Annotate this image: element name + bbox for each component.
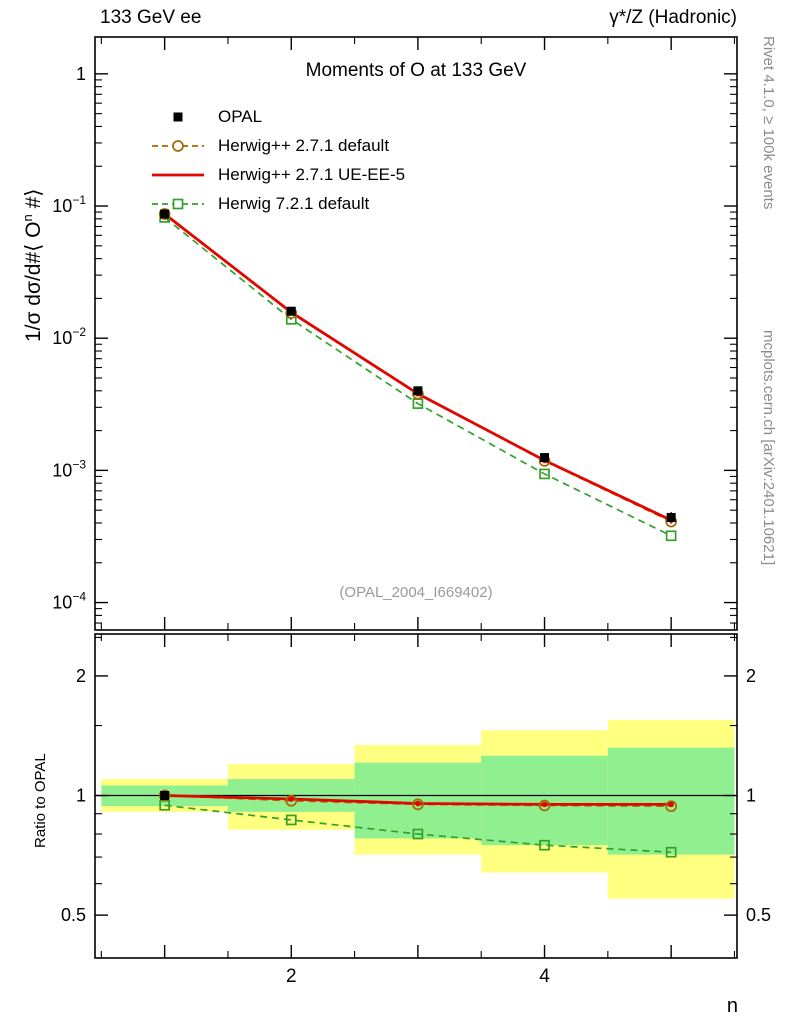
marker-herwigpp-default (285, 794, 298, 807)
marker-herwigpp-default (412, 798, 424, 811)
main-y-tick-label: 10−3 (52, 457, 86, 480)
ratio-panel-frame (94, 633, 738, 959)
process-label: γ*/Z (Hadronic) (609, 7, 737, 28)
plot-title: Moments of O at 133 GeV (305, 60, 527, 81)
ratio-y-tick-label-right: 0.5 (746, 905, 771, 925)
beam-energy-label: 133 GeV ee (100, 7, 202, 28)
ratio-y-tick-label: 1 (76, 786, 86, 806)
y-axis-label-prefix: 1/σ dσ/d#⟨ O (22, 221, 45, 342)
marker-opal (160, 791, 170, 801)
marker-opal (160, 209, 170, 219)
x-axis-label: n (726, 995, 738, 1017)
marker-opal (666, 513, 676, 523)
y-axis-label-suffix: #⟩ (22, 188, 45, 215)
ratio-y-tick-label-right: 1 (746, 786, 756, 806)
legend-item-opal: OPAL (150, 102, 405, 131)
main-y-tick-label: 1 (76, 64, 86, 84)
legend-label-opal: OPAL (218, 106, 263, 126)
x-tick-label: 2 (286, 966, 297, 987)
series-line-herwig7-default (164, 216, 672, 537)
legend-item-herwigpp-default: Herwig++ 2.7.1 default (150, 131, 405, 160)
legend-marker-herwigpp-default (150, 137, 206, 155)
legend-marker-herwigpp-ueee5 (150, 166, 206, 184)
marker-herwig7-default (539, 468, 550, 480)
legend: OPAL Herwig++ 2.7.1 default Herwig++ 2.7… (150, 102, 405, 218)
x-tick-label: 4 (539, 966, 550, 987)
marker-herwigpp-ueee5 (288, 796, 295, 802)
ratio-y-tick-label: 0.5 (61, 905, 86, 925)
marker-herwigpp-ueee5 (668, 801, 674, 808)
legend-item-herwig7-default: Herwig 7.2.1 default (150, 189, 405, 218)
marker-herwig7-default (665, 530, 677, 542)
legend-label-herwig7-default: Herwig 7.2.1 default (218, 193, 370, 213)
ratio-y-tick-label: 2 (76, 666, 86, 686)
marker-herwig7-default (412, 828, 424, 840)
y-axis-label-superscript: n (20, 214, 35, 222)
legend-label-herwigpp-default: Herwig++ 2.7.1 default (218, 135, 390, 155)
ratio-axis-label: Ratio to OPAL (32, 753, 49, 848)
ratio-y-tick-label-right: 2 (746, 666, 756, 686)
analysis-watermark: (OPAL_2004_I669402) (339, 584, 493, 601)
series-line-herwigpp-default (164, 213, 672, 523)
mcplots-citation-note: mcplots.cern.ch [arXiv:2401.10621] (760, 330, 777, 566)
legend-marker-herwig7-default (150, 195, 206, 213)
legend-item-herwigpp-ueee5: Herwig++ 2.7.1 UE-EE-5 (150, 160, 405, 189)
series-line-herwigpp-ueee5 (163, 212, 672, 522)
marker-opal (286, 306, 296, 316)
marker-herwig7-default (285, 814, 297, 826)
marker-herwigpp-default (665, 800, 678, 813)
marker-herwigpp-ueee5 (415, 800, 421, 807)
rivet-version-note: Rivet 4.1.0, ≥ 100k events (760, 36, 777, 210)
marker-opal (413, 386, 423, 396)
marker-herwig7-default (539, 839, 550, 851)
marker-opal (540, 453, 550, 463)
marker-herwigpp-ueee5 (541, 801, 548, 808)
marker-herwig7-default (665, 846, 677, 858)
marker-herwigpp-default (538, 799, 551, 812)
marker-herwigpp-default (158, 208, 171, 220)
legend-marker-opal (150, 108, 206, 126)
y-axis-label: 1/σ dσ/d#⟨ On #⟩ (20, 189, 46, 342)
main-panel-frame (94, 36, 738, 631)
legend-label-herwigpp-ueee5: Herwig++ 2.7.1 UE-EE-5 (218, 164, 406, 184)
band-inner (354, 762, 482, 839)
marker-herwigpp-default (158, 789, 171, 802)
main-y-tick-label: 10−4 (52, 590, 86, 613)
main-y-tick-label: 10−2 (52, 325, 86, 348)
series-line-herwig7-default (164, 804, 672, 854)
series (158, 208, 678, 858)
main-y-tick-label: 10−1 (52, 193, 86, 216)
axes: 1 10−1 10−2 10−3 10−4 0.5 0.5 1 1 2 2 2 4 (52, 37, 771, 987)
